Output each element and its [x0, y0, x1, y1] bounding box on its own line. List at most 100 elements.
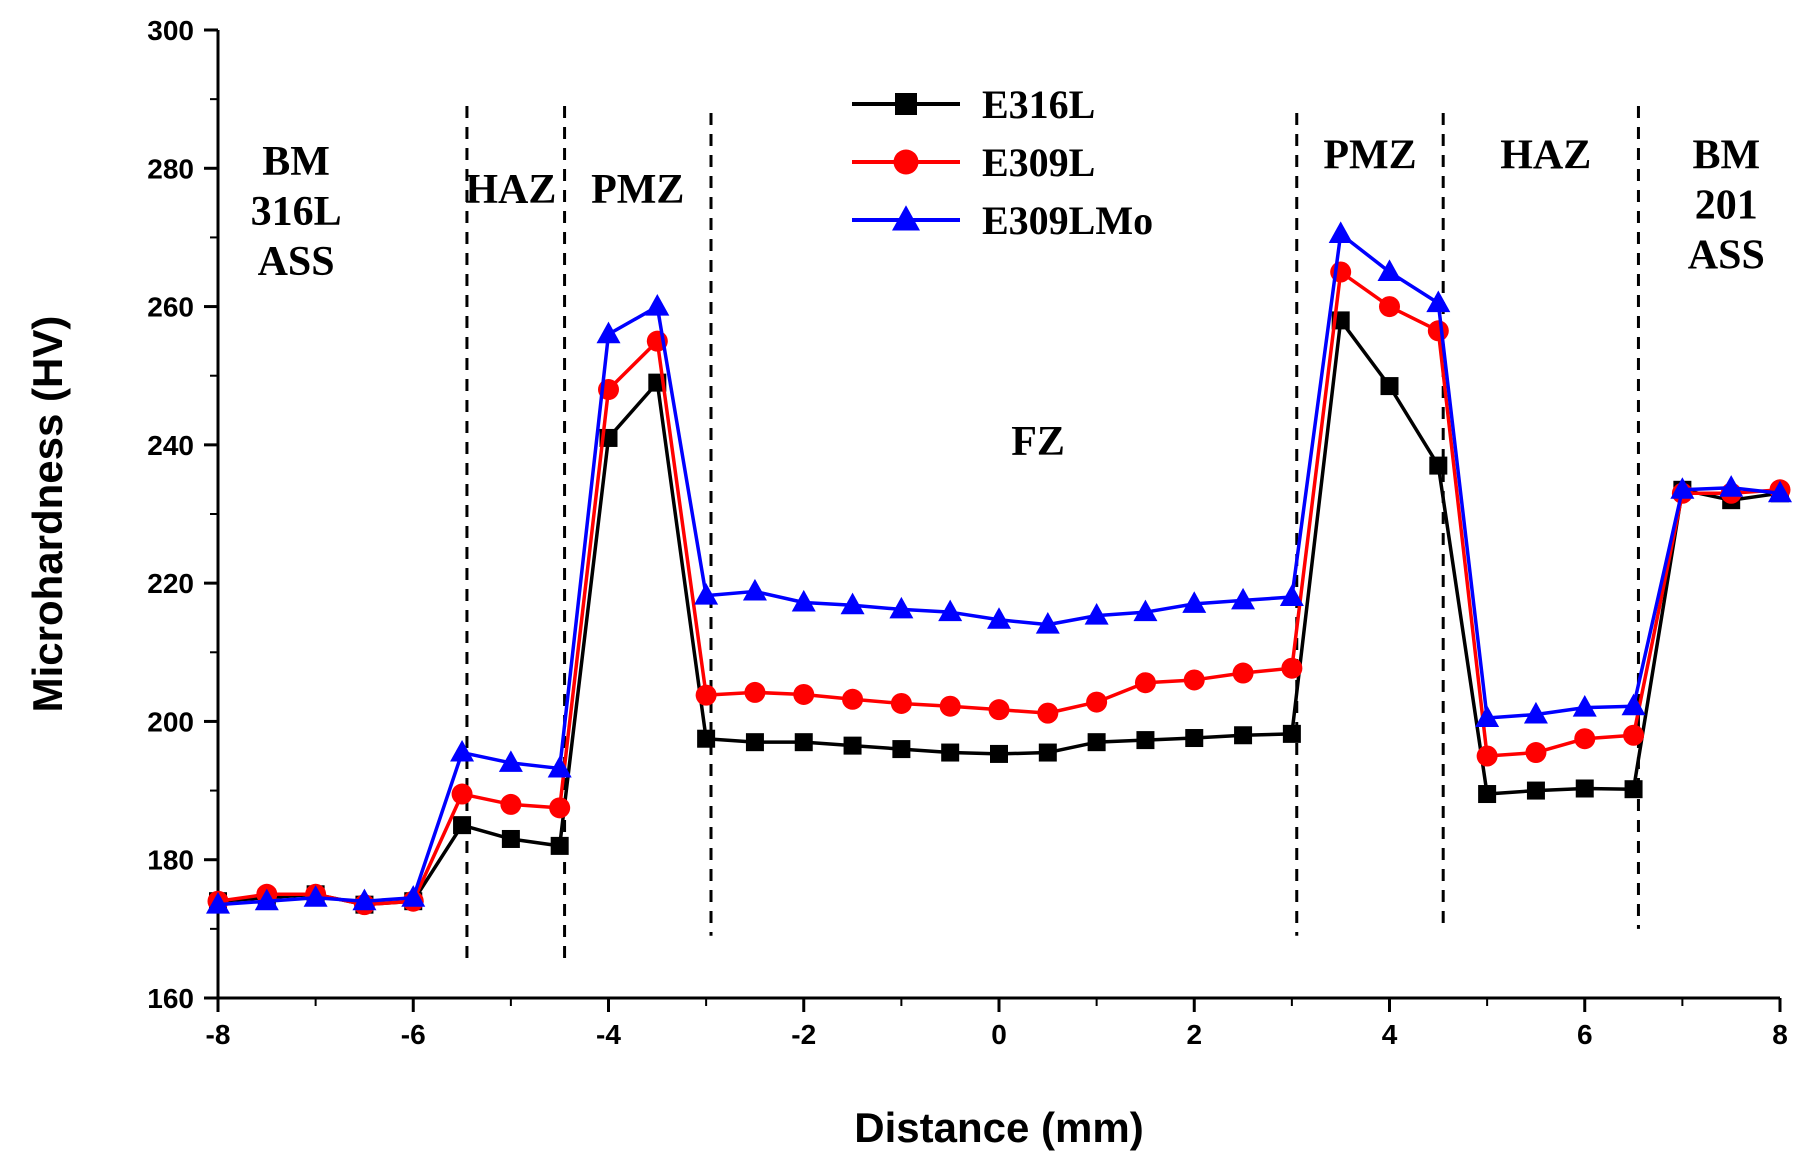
- series-layer: [206, 221, 1792, 916]
- point-e309lmo-9: [645, 293, 670, 316]
- legend: E316L E309L E309LMo: [852, 82, 1153, 243]
- point-e309lmo-25: [1426, 290, 1451, 313]
- point-e309lmo-12: [791, 589, 816, 612]
- region-label-line: ASS: [1688, 232, 1765, 278]
- point-e309lmo-22: [1279, 584, 1304, 606]
- x-axis-title: Distance (mm): [854, 1104, 1143, 1151]
- point-e316l-6: [501, 829, 520, 848]
- point-e309l-22: [1281, 657, 1303, 679]
- point-e309lmo-32: [1768, 480, 1792, 503]
- region-label-line: BM: [262, 139, 330, 185]
- point-e309lmo-2: [303, 885, 328, 907]
- x-tick-label: 4: [1382, 1019, 1398, 1050]
- region-label-line: ASS: [258, 239, 335, 285]
- y-axis-title: Microhardness (HV): [24, 316, 71, 713]
- legend-label-e316l: E316L: [982, 82, 1095, 127]
- point-e309l-19: [1134, 672, 1156, 694]
- point-e309l-5: [451, 783, 473, 805]
- region-label-line: 316L: [251, 189, 342, 235]
- region-label-line: HAZ: [465, 167, 556, 213]
- point-e309lmo-27: [1523, 701, 1548, 724]
- point-e309lmo-16: [987, 607, 1011, 629]
- legend-item-e316l: E316L: [852, 82, 1095, 127]
- point-e309l-16: [988, 699, 1010, 721]
- point-e309lmo-14: [889, 596, 914, 619]
- region-label-line: HAZ: [1500, 132, 1591, 178]
- point-e309l-28: [1574, 728, 1596, 750]
- point-e316l-25: [1429, 456, 1448, 475]
- point-e316l-15: [941, 743, 960, 762]
- point-e316l-24: [1380, 377, 1399, 396]
- region-label-line: 201: [1695, 182, 1758, 228]
- point-e309l-6: [500, 793, 522, 815]
- series-line-e309lmo: [217, 232, 1781, 907]
- region-label-7: BM 201 ASS: [1688, 132, 1765, 278]
- x-tick-label: -2: [791, 1019, 816, 1050]
- x-tick-label: -6: [401, 1019, 426, 1050]
- point-e309l-27: [1525, 742, 1547, 764]
- point-e309lmo-8: [596, 321, 621, 344]
- point-e316l-28: [1575, 779, 1594, 798]
- legend-item-e309l: E309L: [852, 140, 1095, 185]
- point-e309lmo-4: [401, 885, 426, 907]
- point-e309l-18: [1086, 691, 1108, 713]
- legend-item-e309lmo: E309LMo: [852, 198, 1153, 243]
- point-e309lmo-29: [1621, 693, 1646, 716]
- region-label-6: HAZ: [1500, 132, 1591, 178]
- point-e309lmo-7: [547, 755, 572, 778]
- point-e309l-15: [939, 695, 961, 717]
- point-e309lmo-10: [694, 582, 719, 605]
- region-label-line: BM: [1692, 132, 1760, 178]
- point-e309lmo-24: [1377, 259, 1402, 281]
- point-e309l-17: [1037, 702, 1059, 724]
- point-e309lmo-30: [1670, 477, 1695, 499]
- point-e309l-13: [842, 688, 864, 710]
- point-e316l-26: [1478, 785, 1497, 804]
- point-e309l-25: [1427, 320, 1449, 342]
- point-e309lmo-19: [1133, 599, 1158, 622]
- point-e309l-14: [890, 692, 912, 714]
- point-e316l-17: [1038, 743, 1057, 762]
- region-label-3: PMZ: [591, 167, 684, 213]
- point-e309lmo-0: [206, 892, 230, 914]
- region-label-4: FZ: [1011, 419, 1065, 465]
- point-e309l-26: [1476, 745, 1498, 767]
- x-tick-label: 2: [1186, 1019, 1202, 1050]
- series-line-e309l: [217, 270, 1781, 907]
- y-tick-label: 300: [147, 15, 194, 46]
- legend-marker-e316l: [895, 93, 917, 115]
- point-e309l-7: [549, 797, 571, 819]
- point-e316l-12: [794, 733, 813, 752]
- point-e316l-20: [1185, 729, 1204, 748]
- series-e309lmo: [206, 221, 1792, 914]
- x-tick-label: -4: [596, 1019, 621, 1050]
- point-e316l-27: [1526, 781, 1545, 800]
- point-e316l-22: [1282, 724, 1301, 743]
- point-e316l-7: [550, 836, 569, 855]
- legend-marker-e309lmo: [892, 205, 920, 231]
- point-e309lmo-23: [1328, 221, 1353, 243]
- point-e309l-11: [744, 681, 766, 703]
- y-tick-label: 160: [147, 983, 194, 1014]
- region-label-line: PMZ: [591, 167, 684, 213]
- point-e309l-10: [695, 684, 717, 706]
- point-e316l-16: [990, 744, 1008, 763]
- point-e316l-11: [745, 733, 764, 752]
- x-tick-label: 8: [1772, 1019, 1788, 1050]
- point-e309lmo-5: [450, 739, 475, 762]
- point-e309l-29: [1623, 724, 1645, 746]
- point-e309l-24: [1379, 296, 1400, 318]
- point-e309lmo-20: [1182, 591, 1207, 613]
- point-e309lmo-21: [1231, 587, 1256, 610]
- y-tick-label: 240: [147, 430, 194, 461]
- legend-label-e309lmo: E309LMo: [982, 198, 1153, 243]
- point-e316l-10: [697, 729, 716, 748]
- point-e309lmo-28: [1572, 695, 1597, 717]
- y-tick-label: 220: [147, 568, 194, 599]
- region-label-1: BM 316L ASS: [251, 139, 342, 285]
- point-e316l-13: [843, 736, 862, 755]
- point-e309lmo-13: [840, 592, 865, 615]
- point-e309lmo-3: [352, 888, 377, 911]
- y-tick-label: 260: [147, 292, 194, 323]
